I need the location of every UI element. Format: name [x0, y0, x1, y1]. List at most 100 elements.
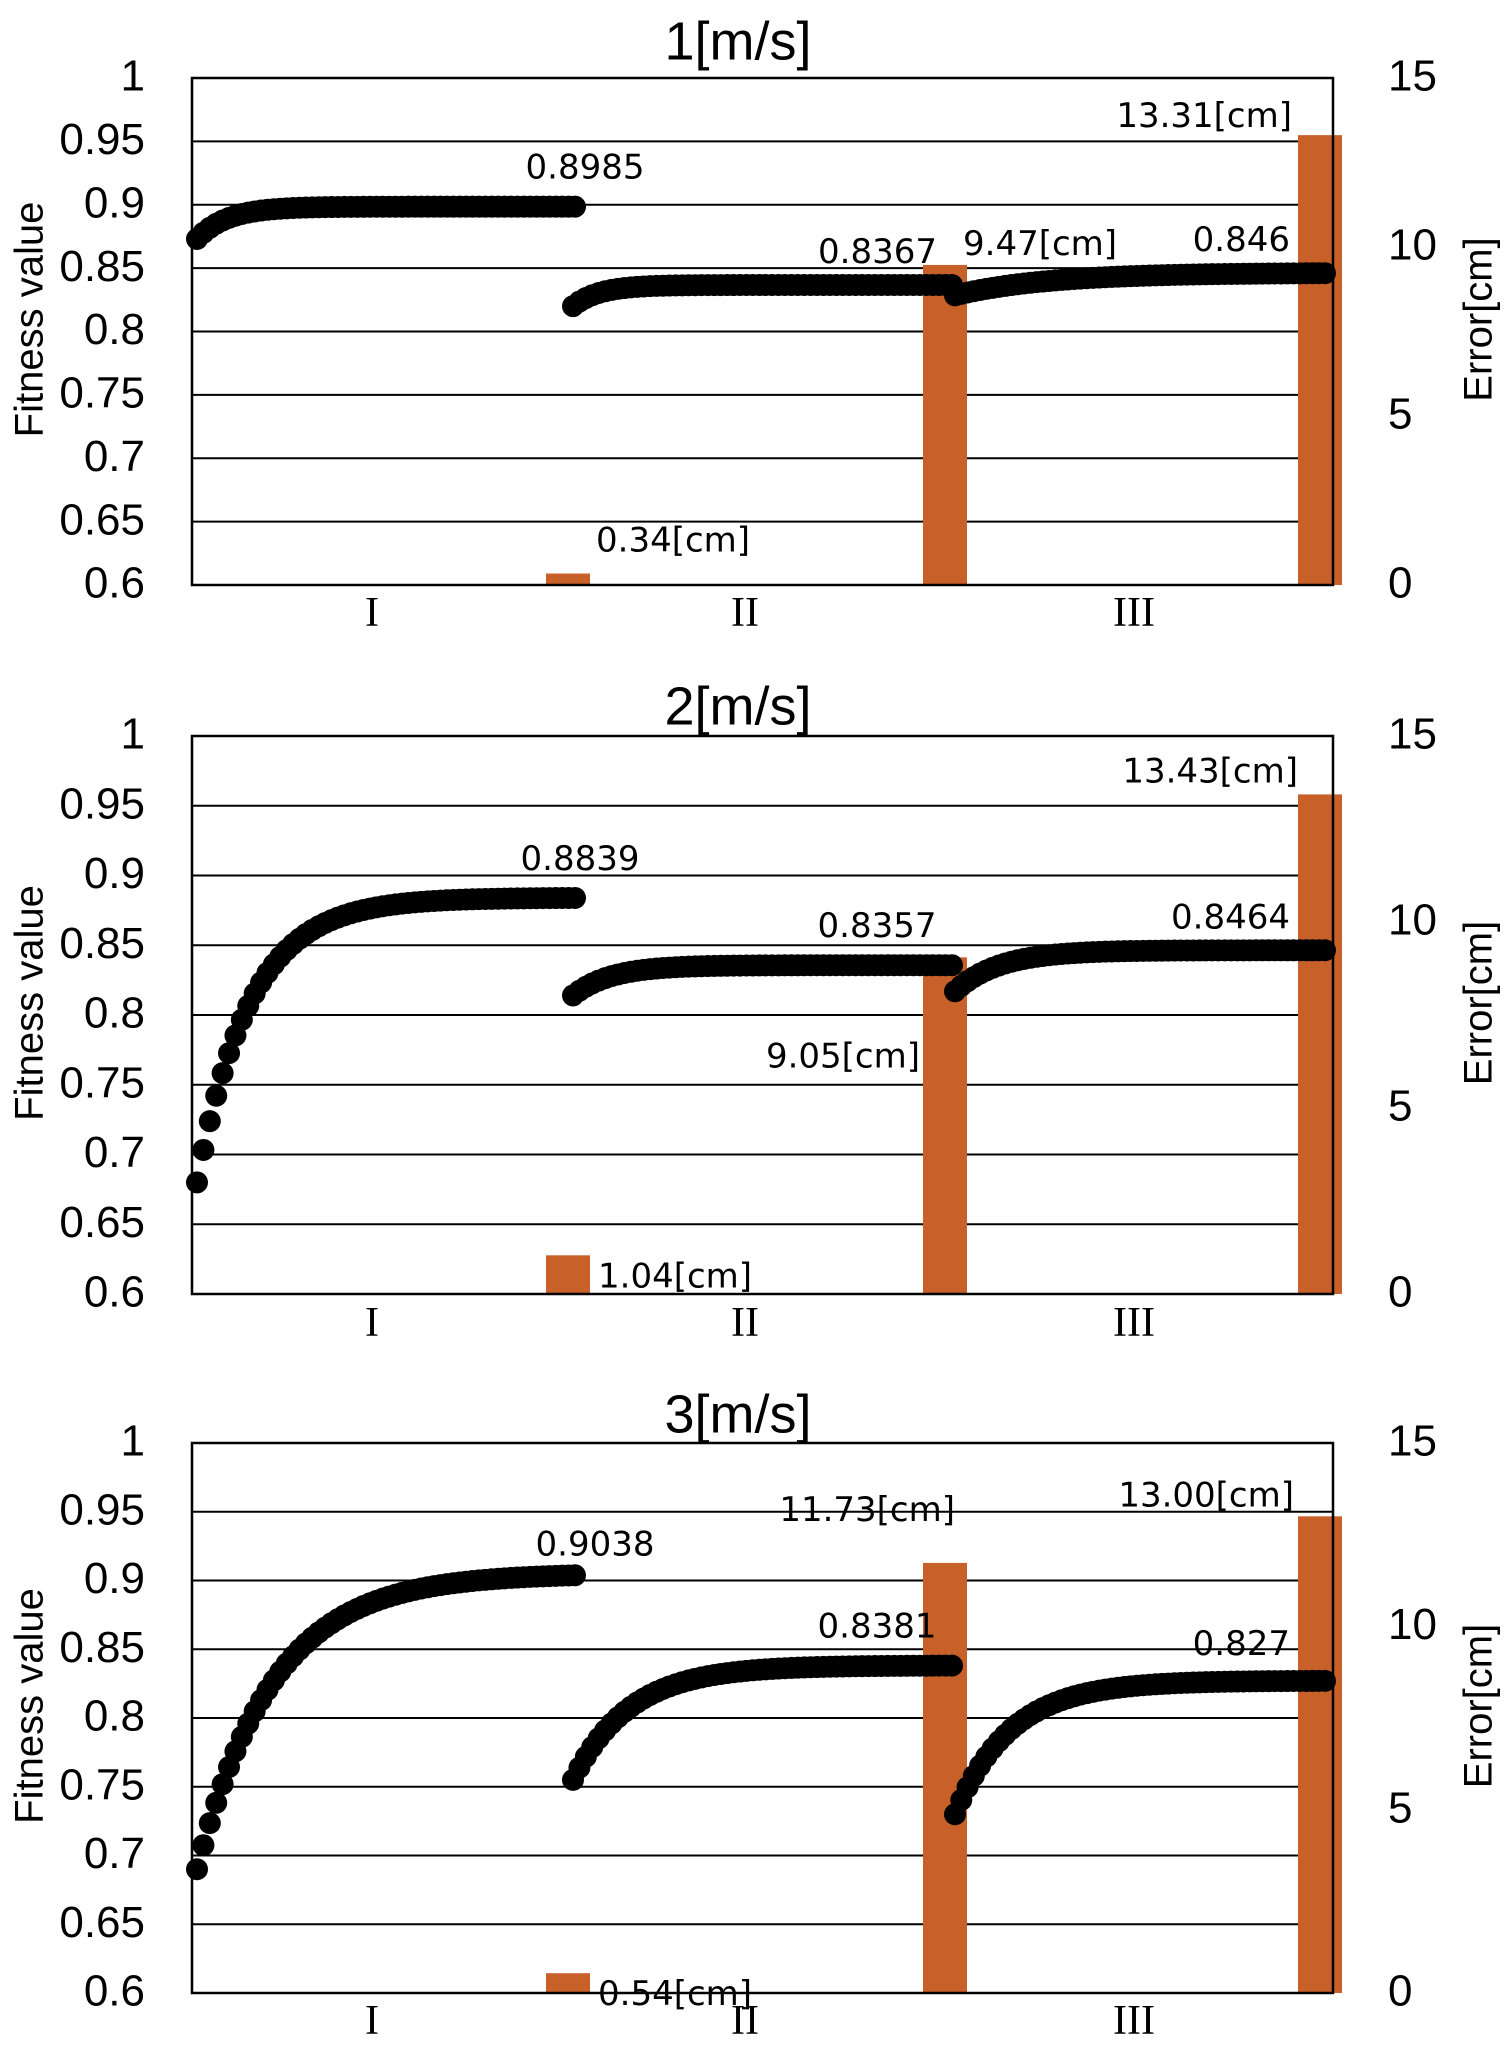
fitness-point — [198, 1812, 221, 1835]
fitness-point — [205, 1791, 228, 1814]
y-tick-label: 0.7 — [84, 1829, 145, 1878]
fitness-series-II — [562, 273, 963, 318]
y-tick-label: 0.8 — [84, 989, 145, 1038]
y-tick-label: 0.85 — [59, 919, 145, 968]
fitness-point — [211, 1062, 234, 1085]
error-value-label: 9.47[cm] — [963, 224, 1117, 264]
y-tick-label: 0.7 — [84, 1128, 145, 1177]
y2-tick-label: 5 — [1388, 390, 1412, 439]
fitness-point — [941, 1654, 963, 1677]
fitness-value-label: 0.8381 — [818, 1607, 937, 1647]
y2-axis-label: Error[cm] — [1457, 1624, 1501, 1788]
segment-label: II — [731, 1998, 759, 2044]
y-tick-label: 0.75 — [59, 1058, 145, 1107]
error-value-label: 1.04[cm] — [598, 1256, 752, 1296]
error-bar — [1298, 135, 1342, 585]
plot-frame — [190, 76, 1335, 587]
error-value-label: 11.73[cm] — [779, 1490, 955, 1530]
y-tick-label: 0.7 — [84, 432, 145, 481]
y-tick-label: 1 — [121, 1417, 145, 1466]
fitness-point — [218, 1042, 241, 1065]
y-axis-label: Fitness value — [8, 1588, 52, 1824]
fitness-series-III — [944, 1669, 1336, 1826]
fitness-point — [211, 1773, 234, 1796]
fitness-value-label: 0.827 — [1193, 1624, 1290, 1664]
y2-tick-label: 5 — [1388, 1783, 1412, 1832]
segment-label: II — [731, 590, 759, 636]
fitness-point — [205, 1084, 228, 1107]
fitness-point — [198, 1110, 221, 1133]
fitness-value-label: 0.9038 — [536, 1524, 655, 1564]
chart-panel-1: 1[m/s]0.60.650.70.750.80.850.90.95105101… — [8, 11, 1501, 636]
chart-panel-2: 2[m/s]0.60.650.70.750.80.850.90.95105101… — [8, 676, 1501, 1346]
fitness-series-I — [186, 1564, 586, 1881]
fitness-series-I — [186, 886, 586, 1194]
y-tick-label: 0.95 — [59, 115, 145, 164]
fitness-series-I — [186, 195, 586, 250]
fitness-point — [186, 1858, 208, 1881]
fitness-point — [564, 195, 586, 218]
fitness-point — [564, 886, 586, 909]
y-tick-label: 0.75 — [59, 1760, 145, 1809]
error-bar — [546, 1973, 590, 1993]
fitness-series-III — [944, 939, 1336, 1003]
y-tick-label: 0.8 — [84, 305, 145, 354]
y2-axis-label: Error[cm] — [1457, 921, 1501, 1085]
fitness-point — [1314, 1669, 1336, 1692]
segment-label: I — [365, 590, 379, 636]
fitness-series-III — [944, 262, 1336, 307]
y2-tick-label: 0 — [1388, 559, 1412, 608]
fitness-value-label: 0.846 — [1193, 220, 1290, 260]
error-value-label: 0.34[cm] — [596, 521, 750, 561]
y-tick-label: 0.85 — [59, 1623, 145, 1672]
fitness-value-label: 0.8357 — [818, 906, 937, 946]
plot-frame — [190, 734, 1335, 1296]
error-bar — [1298, 1516, 1342, 1993]
error-bar — [923, 1562, 967, 1993]
chart-panel-3: 3[m/s]0.60.650.70.750.80.850.90.95105101… — [8, 1384, 1501, 2044]
y2-tick-label: 15 — [1388, 52, 1437, 101]
y-tick-label: 0.6 — [84, 1967, 145, 2016]
plot-frame — [190, 1441, 1335, 1995]
segment-label: III — [1113, 1300, 1155, 1346]
error-bar — [546, 1255, 590, 1294]
y-tick-label: 0.8 — [84, 1692, 145, 1741]
fitness-value-label: 0.8839 — [521, 839, 640, 879]
error-bar — [1298, 794, 1342, 1294]
y-tick-label: 0.75 — [59, 369, 145, 418]
chart-title: 3[m/s] — [664, 1384, 811, 1444]
fitness-point — [941, 954, 963, 977]
chart-title: 1[m/s] — [664, 11, 811, 71]
fitness-series-II — [562, 1654, 963, 1791]
fitness-point — [564, 1564, 586, 1587]
fitness-series-II — [562, 954, 963, 1007]
y2-tick-label: 15 — [1388, 1417, 1437, 1466]
error-value-label: 13.00[cm] — [1118, 1475, 1294, 1515]
segment-label: III — [1113, 590, 1155, 636]
y2-tick-label: 5 — [1388, 1082, 1412, 1131]
y-axis-label: Fitness value — [8, 202, 52, 438]
fitness-point — [186, 1171, 208, 1194]
fitness-value-label: 0.8464 — [1171, 897, 1290, 937]
segment-label: I — [365, 1998, 379, 2044]
fitness-value-label: 0.8367 — [818, 232, 937, 272]
error-bar — [923, 957, 967, 1294]
fitness-point — [192, 1138, 215, 1161]
y-tick-label: 0.9 — [84, 1554, 145, 1603]
y2-tick-label: 0 — [1388, 1967, 1412, 2016]
y-tick-label: 0.65 — [59, 1198, 145, 1247]
fitness-value-label: 0.8985 — [526, 148, 645, 188]
error-value-label: 9.05[cm] — [766, 1036, 920, 1076]
segment-label: II — [731, 1300, 759, 1346]
fitness-point — [1314, 939, 1336, 962]
y-tick-label: 0.65 — [59, 1898, 145, 1947]
y2-axis-label: Error[cm] — [1457, 237, 1501, 401]
y-tick-label: 0.85 — [59, 242, 145, 291]
y-tick-label: 1 — [121, 710, 145, 759]
y-axis-label: Fitness value — [8, 885, 52, 1121]
y-tick-label: 0.95 — [59, 1485, 145, 1534]
y2-tick-label: 0 — [1388, 1268, 1412, 1317]
y-tick-label: 0.6 — [84, 1268, 145, 1317]
y-tick-label: 1 — [121, 52, 145, 101]
